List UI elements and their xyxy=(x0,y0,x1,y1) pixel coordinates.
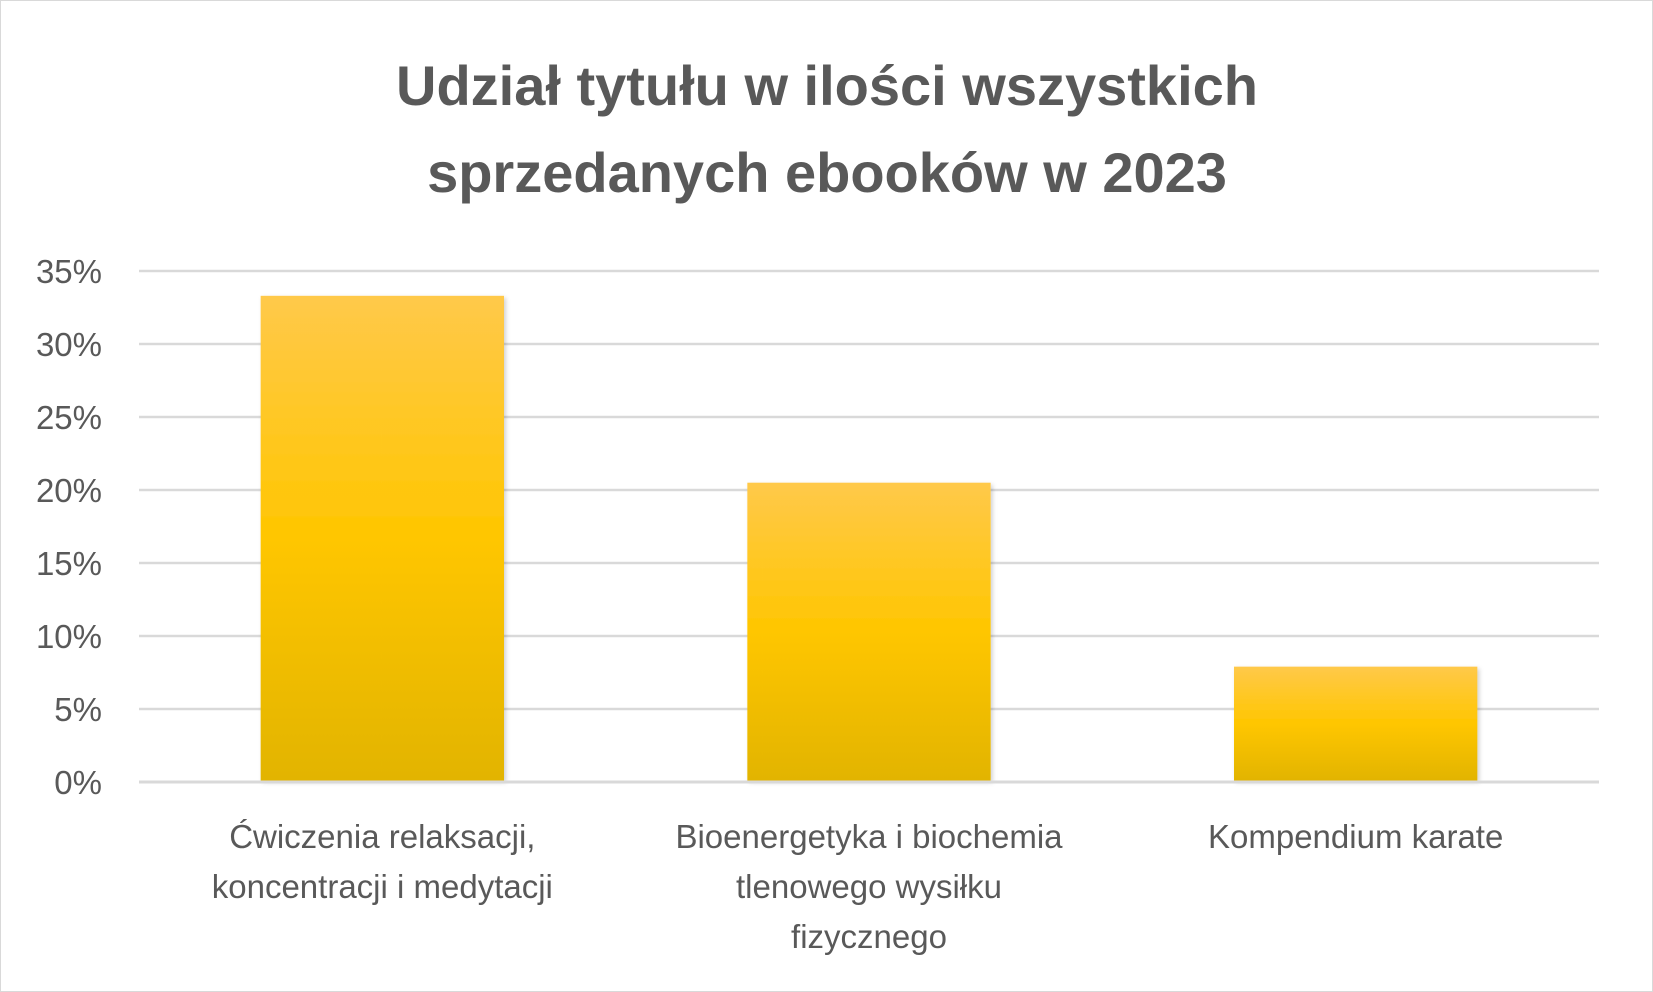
y-tick-label: 30% xyxy=(36,326,102,363)
x-category-label-line: Bioenergetyka i biochemia xyxy=(675,818,1063,855)
x-category-label-line: Ćwiczenia relaksacji, xyxy=(229,818,535,855)
x-category-label-line: koncentracji i medytacji xyxy=(212,868,553,905)
y-tick-label: 25% xyxy=(36,399,102,436)
x-category-label: Bioenergetyka i biochemia tlenowego wysił… xyxy=(675,818,1063,955)
y-tick-label: 15% xyxy=(36,545,102,582)
y-axis-tick-labels: 0% 5% 10% 15% 20% 25% 30% 35% xyxy=(36,253,102,801)
y-tick-label: 5% xyxy=(54,691,102,728)
bar xyxy=(747,482,991,781)
bars xyxy=(260,295,1478,781)
chart-title-line-1: Udział tytułu w ilości wszystkich xyxy=(396,54,1258,117)
y-tick-label: 20% xyxy=(36,472,102,509)
y-tick-label: 0% xyxy=(54,764,102,801)
x-category-label: Kompendium karate xyxy=(1208,818,1503,855)
chart-title-line-2: sprzedanych ebooków w 2023 xyxy=(427,141,1227,204)
y-tick-label: 10% xyxy=(36,618,102,655)
x-category-label-line: fizycznego xyxy=(791,918,947,955)
chart-title: Udział tytułu w ilości wszystkich sprzed… xyxy=(396,54,1258,204)
x-axis-category-labels: Ćwiczenia relaksacji, koncentracji i medy… xyxy=(212,818,1504,955)
bar xyxy=(1234,666,1478,781)
bar xyxy=(260,295,504,781)
x-category-label: Ćwiczenia relaksacji, koncentracji i medy… xyxy=(212,818,553,905)
x-category-label-line: Kompendium karate xyxy=(1208,818,1503,855)
x-category-label-line: tlenowego wysiłku xyxy=(736,868,1002,905)
y-tick-label: 35% xyxy=(36,253,102,290)
